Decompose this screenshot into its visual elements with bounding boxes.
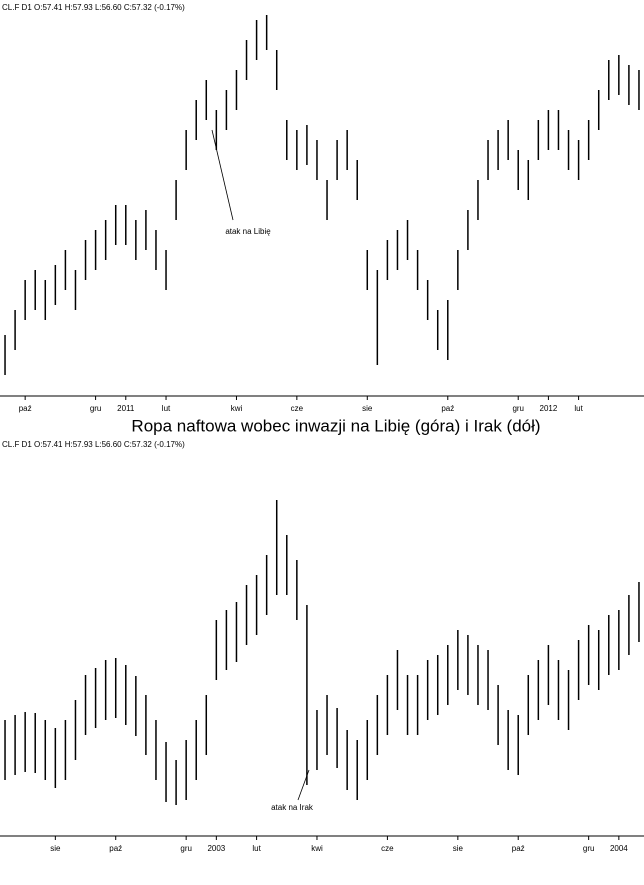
x-tick-label: paź bbox=[109, 844, 122, 853]
x-tick-label: lut bbox=[162, 404, 171, 413]
annotation: atak na Irak bbox=[271, 803, 314, 812]
x-tick-label: 2003 bbox=[207, 844, 225, 853]
x-tick-label: cze bbox=[291, 404, 304, 413]
annotation: atak na Libię bbox=[225, 227, 271, 236]
x-tick-label: paź bbox=[19, 404, 32, 413]
x-tick-label: lut bbox=[252, 844, 261, 853]
x-tick-label: paź bbox=[441, 404, 454, 413]
x-tick-label: lut bbox=[574, 404, 583, 413]
x-tick-label: 2004 bbox=[610, 844, 628, 853]
annotation-line bbox=[211, 129, 234, 221]
x-tick-label: gru bbox=[90, 404, 102, 413]
x-tick-label: cze bbox=[381, 844, 394, 853]
x-tick-label: gru bbox=[512, 404, 524, 413]
x-tick-label: sie bbox=[50, 844, 61, 853]
chart-header: CL.F D1 O:57.41 H:57.93 L:56.60 C:57.32 … bbox=[2, 3, 185, 12]
annotation-line bbox=[297, 769, 310, 801]
x-tick-label: sie bbox=[453, 844, 464, 853]
chart-header: CL.F D1 O:57.41 H:57.93 L:56.60 C:57.32 … bbox=[2, 440, 185, 449]
x-tick-label: 2011 bbox=[117, 404, 135, 413]
x-tick-label: gru bbox=[180, 844, 192, 853]
x-tick-label: 2012 bbox=[540, 404, 558, 413]
x-tick-label: sie bbox=[362, 404, 373, 413]
x-tick-label: gru bbox=[583, 844, 595, 853]
x-tick-label: kwi bbox=[231, 404, 243, 413]
x-tick-label: kwi bbox=[311, 844, 323, 853]
x-tick-label: paź bbox=[512, 844, 525, 853]
page-title: Ropa naftowa wobec inwazji na Libię (gór… bbox=[131, 416, 540, 435]
